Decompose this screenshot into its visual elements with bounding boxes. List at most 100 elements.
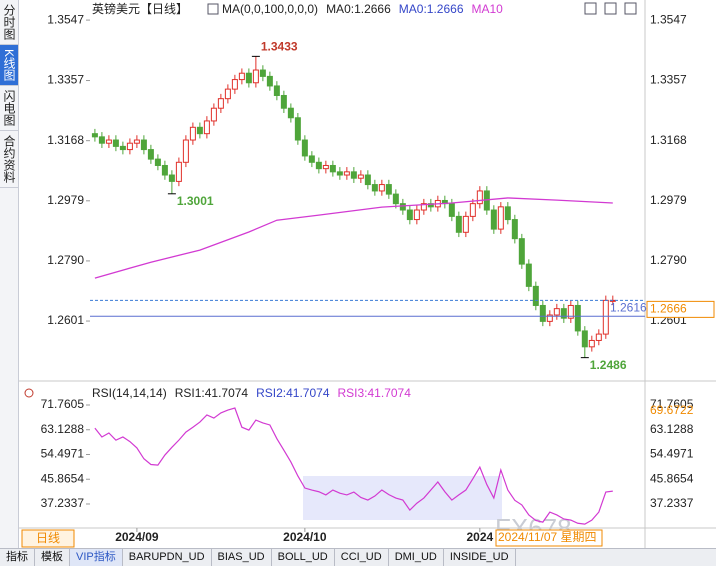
legend-item: RSI3:41.7074 [338,386,412,400]
rsi-line [94,407,613,525]
y-tick-label: 1.2790 [47,253,84,267]
icon[interactable] [584,2,597,15]
y-tick-label: 1.3168 [47,133,84,147]
candle-body [252,69,259,84]
legend-item: MA10 [472,2,504,16]
candle-body [469,203,476,217]
candle-body [259,69,266,77]
y-tick-label-right: 63.1288 [650,422,694,436]
candle-body [588,339,595,348]
sidebar-tab[interactable]: 闪电图 [0,86,18,132]
toolbar-button[interactable]: 指标 [0,549,35,566]
candle-body [350,171,357,179]
annotation-label: 1.3001 [177,194,214,208]
candle-body [567,304,574,319]
toolbar-button[interactable]: INSIDE_UD [444,549,516,566]
period-label: 日线 [36,531,60,545]
candle-body [161,164,168,176]
crosshair-value: 69.6722 [650,403,694,417]
candle-body [245,72,252,84]
toolbar-button[interactable]: DMI_UD [389,549,444,566]
toolbar-button[interactable]: BIAS_UD [212,549,272,566]
settings-icon[interactable] [24,388,34,398]
crosshair-date-box [495,529,603,547]
candle-body [560,308,567,319]
y-tick-label-right: 1.2790 [650,253,687,267]
legend-item: RSI1:41.7074 [175,386,249,400]
candle-body [364,174,371,186]
candle-body [287,107,294,119]
toolbar-button[interactable]: BOLL_UD [272,549,335,566]
candle-body [224,88,231,100]
x-tick-label: 2024 [466,530,493,544]
sidebar-tab[interactable]: 分时图 [0,0,18,45]
crosshair-date: 2024/11/07 星期四 [498,530,597,544]
selection-box [303,476,502,520]
candle-body [602,299,609,335]
y-tick-label-right: 45.8654 [650,471,694,485]
candle-body [294,117,301,141]
candle-body [98,136,105,144]
candle-body [301,139,308,157]
y-tick-label-right: 54.4971 [650,447,694,461]
candle-body [203,120,210,135]
candle-body [413,209,420,221]
icon[interactable] [207,3,219,15]
toolbar-button[interactable]: BARUPDN_UD [123,549,212,566]
candle-body [476,190,483,205]
window-icons [207,2,637,15]
y-tick-label: 54.4971 [41,447,85,461]
icon[interactable] [624,2,637,15]
reference-label: 1.2616 [610,300,647,314]
candle-body [273,85,280,96]
y-tick-label: 1.2979 [47,193,84,207]
y-tick-label-right: 1.3547 [650,12,687,26]
legend-item: MA0:1.2666 [399,2,464,16]
toolbar-button[interactable]: CCI_UD [335,549,389,566]
x-tick-label: 2024/09 [115,530,159,544]
candle-body [126,142,133,151]
candle-body [210,107,217,122]
sidebar-tab[interactable]: K线图 [0,45,18,87]
chart: 英镑美元【日线】 FX678 日线 MA(0,0,100,0,0,0) MA0:1… [18,0,716,548]
candle-body [455,215,462,233]
candle-body [308,155,315,163]
candle-body [105,139,112,144]
sidebar: 分时图 K线图 闪电图 合约资料 [0,0,19,548]
candle-body [280,94,287,109]
last-price-box [646,300,715,318]
toolbar-button[interactable]: VIP指标 [70,549,123,566]
candle-body [196,126,203,135]
sidebar-tab[interactable]: 合约资料 [0,131,18,189]
candle-body [343,171,350,176]
candle-body [133,139,140,144]
y-tick-label: 1.3357 [47,73,84,87]
candle-body [357,174,364,179]
candle-body [532,285,539,306]
y-tick-label: 1.3547 [47,12,84,26]
candle-body [140,139,147,151]
y-tick-label-right: 1.3168 [650,133,687,147]
candle-body [147,149,154,160]
x-tick-label: 2024/10 [283,530,327,544]
candle-body [511,219,518,240]
candle-body [518,238,525,265]
candle-body [189,126,196,141]
candle-body [504,206,511,221]
candle-body [336,171,343,176]
candle-body [497,206,504,230]
candle-body [420,203,427,211]
candle-body [371,184,378,192]
last-price-label: 1.2666 [650,302,687,316]
candle-body [154,158,161,166]
candle-body [238,72,245,81]
candle-body [329,164,336,173]
candle-body [182,139,189,163]
candle-body [448,203,455,217]
toolbar-button[interactable]: 模板 [35,549,70,566]
candle-body [539,304,546,322]
icon[interactable] [604,2,617,15]
candle-body [462,215,469,233]
period-button[interactable] [21,529,75,548]
legend-item: MA(0,0,100,0,0,0) [222,2,318,16]
